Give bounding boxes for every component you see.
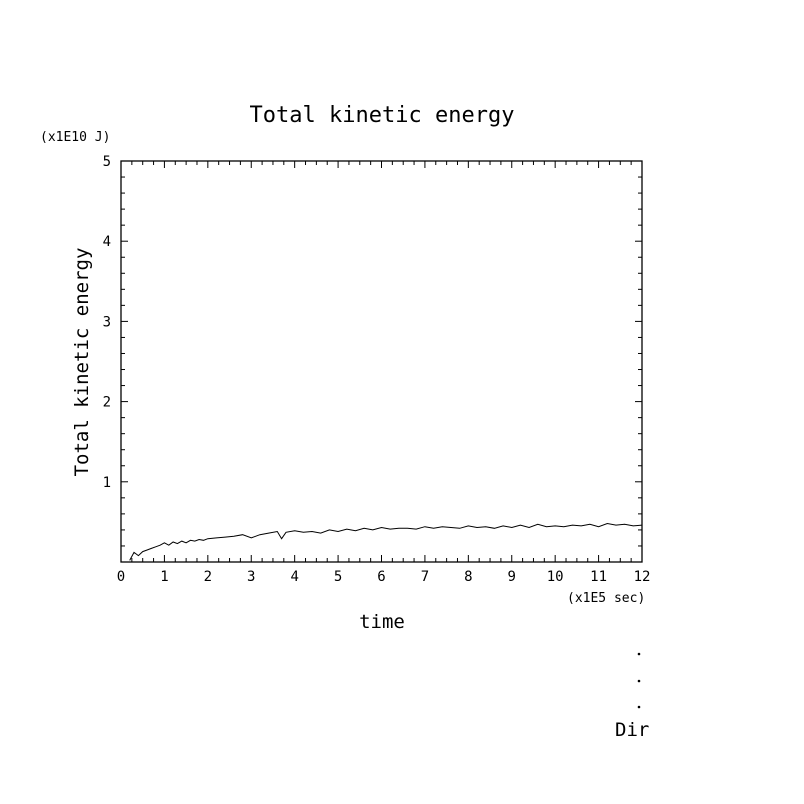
legend-dot: [637, 705, 641, 709]
legend-dot: [637, 652, 641, 656]
x-tick-label: 8: [464, 569, 472, 585]
y-axis-label: Total kinetic energy: [71, 248, 93, 477]
chart-title: Total kinetic energy: [250, 103, 515, 128]
legend-marker: [637, 652, 641, 709]
legend-dot: [637, 679, 641, 683]
x-tick-label: 7: [421, 569, 429, 585]
kinetic-energy-line: [129, 522, 643, 561]
x-tick-label: 2: [204, 569, 212, 585]
x-tick-label: 6: [377, 569, 385, 585]
x-tick-label: 9: [508, 569, 516, 585]
y-tick-label: 3: [103, 314, 111, 330]
y-tick-label: 4: [103, 234, 111, 250]
y-tick-label: 1: [103, 475, 111, 491]
x-tick-label: 11: [590, 569, 607, 585]
y-tick-label: 2: [103, 395, 111, 411]
x-unit-label: (x1E5 sec): [567, 591, 645, 606]
legend-label: Dir: [615, 719, 649, 741]
x-tick-label: 12: [634, 569, 651, 585]
plot-frame: [120, 160, 643, 563]
y-tick-label: 5: [103, 154, 111, 170]
x-tick-label: 3: [247, 569, 255, 585]
x-tick-label: 1: [160, 569, 168, 585]
x-tick-label: 10: [547, 569, 564, 585]
y-unit-label: (x1E10 J): [40, 130, 110, 145]
axis-ticks: [120, 160, 643, 563]
x-axis-label: time: [359, 611, 405, 633]
x-tick-label: 5: [334, 569, 342, 585]
x-tick-label: 0: [117, 569, 125, 585]
x-tick-label: 4: [290, 569, 298, 585]
